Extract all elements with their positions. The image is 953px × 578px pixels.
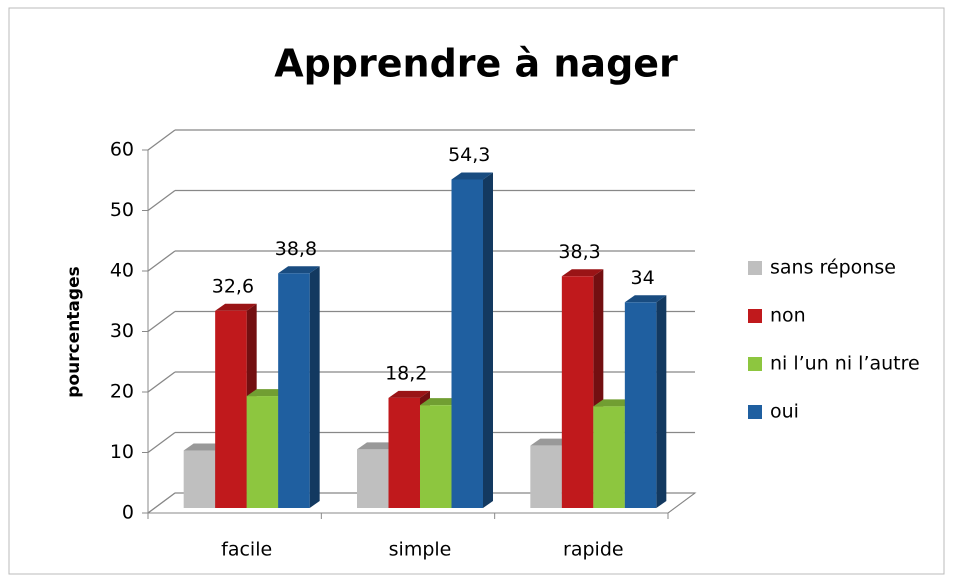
bar-top: [388, 390, 430, 398]
x-tick-label: rapide: [563, 539, 624, 561]
legend-label: sans réponse: [770, 257, 896, 279]
data-label: 18,2: [385, 362, 427, 384]
y-axis-label: pourcentages: [64, 266, 84, 397]
grid-line-side: [147, 492, 176, 514]
bar: [593, 406, 625, 508]
bar-top: [278, 266, 320, 274]
data-label: 32,6: [212, 275, 254, 297]
bar-side: [483, 172, 493, 509]
bar: [246, 396, 279, 508]
y-tick-label: 50: [110, 199, 134, 221]
grid-line-side: [147, 129, 176, 151]
y-tick-label: 30: [110, 320, 134, 342]
bar: [388, 397, 420, 508]
legend-swatch: [748, 357, 762, 371]
bar: [215, 310, 247, 508]
bar: [624, 302, 657, 508]
bar: [451, 179, 483, 509]
grid-line-side: [147, 189, 176, 212]
bar: [420, 405, 452, 508]
bar-top: [215, 303, 257, 311]
y-tick-label: 60: [110, 139, 134, 161]
bar-side: [656, 295, 667, 508]
grid-line-side: [147, 431, 176, 454]
bar: [530, 445, 562, 508]
y-tick-label: 0: [122, 502, 134, 524]
y-tick-label: 20: [110, 381, 134, 403]
legend-swatch: [748, 309, 762, 323]
data-label: 38,3: [558, 241, 600, 263]
data-label: 54,3: [448, 144, 490, 166]
legend-label: oui: [770, 401, 799, 423]
bar-top: [451, 172, 493, 180]
x-tick-label: facile: [221, 539, 272, 561]
y-tick-label: 10: [110, 441, 134, 463]
data-label: 34: [630, 267, 654, 289]
bar-side: [309, 266, 320, 508]
grid-line-side: [147, 310, 176, 333]
bar-top: [561, 269, 604, 277]
bar-top: [357, 442, 399, 450]
grid-line-side: [147, 371, 176, 393]
bar: [357, 449, 389, 508]
bar: [278, 273, 310, 508]
bar-top: [593, 399, 635, 407]
x-tick-label: simple: [389, 539, 452, 561]
bar: [183, 450, 216, 508]
bar-top: [420, 398, 462, 406]
floor-edge: [667, 492, 696, 514]
legend-swatch: [748, 405, 762, 419]
y-tick-label: 40: [110, 260, 134, 282]
data-label: 38,8: [275, 238, 317, 260]
legend-swatch: [748, 261, 762, 275]
chart-title: Apprendre à nager: [274, 42, 678, 86]
bar-top: [530, 438, 572, 446]
bar: [561, 276, 594, 508]
legend-label: ni l’un ni l’autre: [770, 353, 920, 375]
grid-line-side: [147, 250, 176, 272]
bar-top: [246, 389, 289, 397]
bar-top: [624, 295, 667, 303]
bar-top: [183, 443, 226, 451]
legend-label: non: [770, 305, 806, 327]
